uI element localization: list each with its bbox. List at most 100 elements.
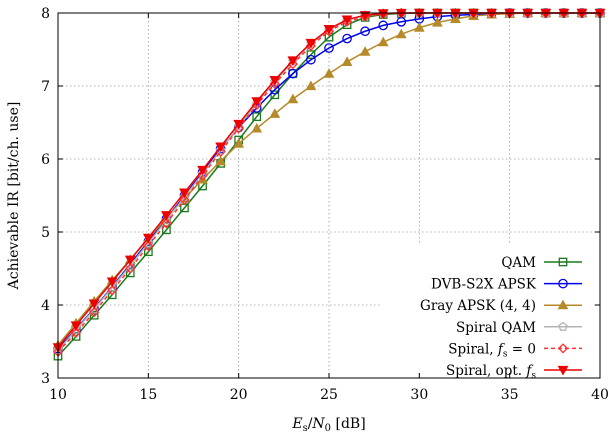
x-tick-label: 35 xyxy=(501,387,519,403)
y-tick-label: 3 xyxy=(41,371,50,387)
data-point-marker xyxy=(107,285,118,296)
data-point-marker xyxy=(89,310,99,320)
data-point-marker xyxy=(233,138,245,148)
data-point-marker xyxy=(89,307,100,318)
data-point-marker xyxy=(70,327,82,338)
data-point-marker xyxy=(305,38,317,49)
legend-sample-marker xyxy=(558,278,568,289)
data-point-marker xyxy=(143,247,153,257)
data-point-marker xyxy=(215,142,226,153)
legend-label-spiral-opt: Spiral, opt. fs xyxy=(446,363,536,381)
data-point-marker xyxy=(323,68,335,78)
data-point-marker xyxy=(179,194,190,205)
data-point-marker xyxy=(360,26,370,37)
legend-sample-marker xyxy=(558,257,568,267)
x-tick-label: 10 xyxy=(49,387,67,403)
data-point-marker xyxy=(142,233,154,244)
data-point-marker xyxy=(251,122,263,133)
x-axis-label-zero-sub: 0 xyxy=(325,423,331,434)
x-tick-label: 20 xyxy=(230,387,248,403)
data-point-marker xyxy=(377,36,389,47)
legend: QAM DVB-S2X APSK Gray APSK (4, 4) Spiral… xyxy=(382,244,594,381)
legend-label-spiral-fs0: Spiral, fs = 0 xyxy=(448,341,536,359)
x-tick-label: 30 xyxy=(410,387,428,403)
data-point-marker xyxy=(324,43,334,53)
data-point-marker xyxy=(125,263,136,274)
x-axis-label-E: E xyxy=(291,416,302,432)
data-point-marker xyxy=(161,218,172,229)
data-point-marker xyxy=(233,121,244,131)
tick-marks: 10 15 20 25 30 35 40 3 4 5 6 7 8 xyxy=(41,6,609,403)
legend-label-spiral-qam: Spiral QAM xyxy=(456,320,536,336)
legend-fs0-sub: s xyxy=(503,349,508,359)
data-point-marker xyxy=(251,98,262,108)
y-tick-label: 5 xyxy=(41,225,50,241)
data-point-marker xyxy=(432,16,443,27)
data-point-marker xyxy=(377,9,389,19)
y-tick-label: 4 xyxy=(41,298,50,314)
x-axis-label-s-sub: s xyxy=(303,423,308,434)
data-point-marker xyxy=(179,188,190,199)
y-axis-label: Achievable IR [bit/ch. use] xyxy=(6,102,22,291)
data-point-marker xyxy=(287,93,299,104)
legend-opt-f: f xyxy=(525,363,533,379)
data-point-marker xyxy=(269,108,281,118)
x-axis-label-slash: / xyxy=(308,416,313,432)
legend-opt-prefix: Spiral, opt. xyxy=(446,363,526,379)
data-point-marker xyxy=(305,40,317,51)
y-tick-label: 8 xyxy=(41,6,50,22)
legend-sample-marker xyxy=(557,343,569,354)
legend-fs0-f: f xyxy=(497,341,505,357)
data-point-marker xyxy=(106,277,118,288)
data-point-marker xyxy=(197,165,208,176)
legend-opt-sub: s xyxy=(531,371,536,381)
legend-label-dvb-s2x-apsk: DVB-S2X APSK xyxy=(431,277,537,293)
data-point-marker xyxy=(323,24,335,35)
x-tick-label: 25 xyxy=(320,387,338,403)
x-axis-label-N: N xyxy=(311,416,325,432)
data-point-marker xyxy=(359,46,371,56)
data-point-marker xyxy=(359,11,371,21)
data-point-marker xyxy=(305,80,317,91)
data-point-marker xyxy=(288,68,298,79)
legend-sample-marker xyxy=(558,321,568,331)
data-point-marker xyxy=(143,240,154,251)
data-point-marker xyxy=(306,54,316,65)
data-point-marker xyxy=(124,255,136,266)
legend-label-qam: QAM xyxy=(501,255,536,271)
data-point-marker xyxy=(413,22,425,32)
legend-label-gray-apsk: Gray APSK (4, 4) xyxy=(420,298,536,314)
legend-sample-marker xyxy=(557,365,569,376)
data-point-marker xyxy=(395,28,407,39)
data-point-marker xyxy=(215,155,226,166)
x-axis-label: Es/N0 [dB] xyxy=(291,416,365,434)
data-point-marker xyxy=(162,225,171,235)
x-axis-label-unit: [dB] xyxy=(331,416,366,432)
data-point-marker xyxy=(342,33,352,44)
data-point-marker xyxy=(287,56,299,66)
data-point-marker xyxy=(252,112,262,122)
data-point-marker xyxy=(251,99,262,111)
data-point-marker xyxy=(341,15,353,26)
legend-sample-marker xyxy=(557,299,569,310)
data-point-marker xyxy=(161,211,172,221)
x-tick-label: 40 xyxy=(591,387,609,403)
legend-samples xyxy=(544,257,582,376)
x-tick-label: 15 xyxy=(139,387,157,403)
data-point-marker xyxy=(70,321,82,331)
data-point-marker xyxy=(269,76,281,86)
data-point-marker xyxy=(197,173,208,184)
y-tick-label: 7 xyxy=(41,79,50,95)
data-point-marker xyxy=(270,90,280,100)
data-point-marker xyxy=(88,299,100,310)
legend-fs0-suffix: = 0 xyxy=(508,341,536,357)
data-point-marker xyxy=(323,26,335,37)
data-point-marker xyxy=(233,119,245,130)
data-point-marker xyxy=(378,20,389,31)
data-point-marker xyxy=(251,97,263,107)
legend-fs0-prefix: Spiral, xyxy=(448,341,498,357)
data-point-marker xyxy=(341,56,353,67)
y-tick-label: 6 xyxy=(41,152,50,168)
